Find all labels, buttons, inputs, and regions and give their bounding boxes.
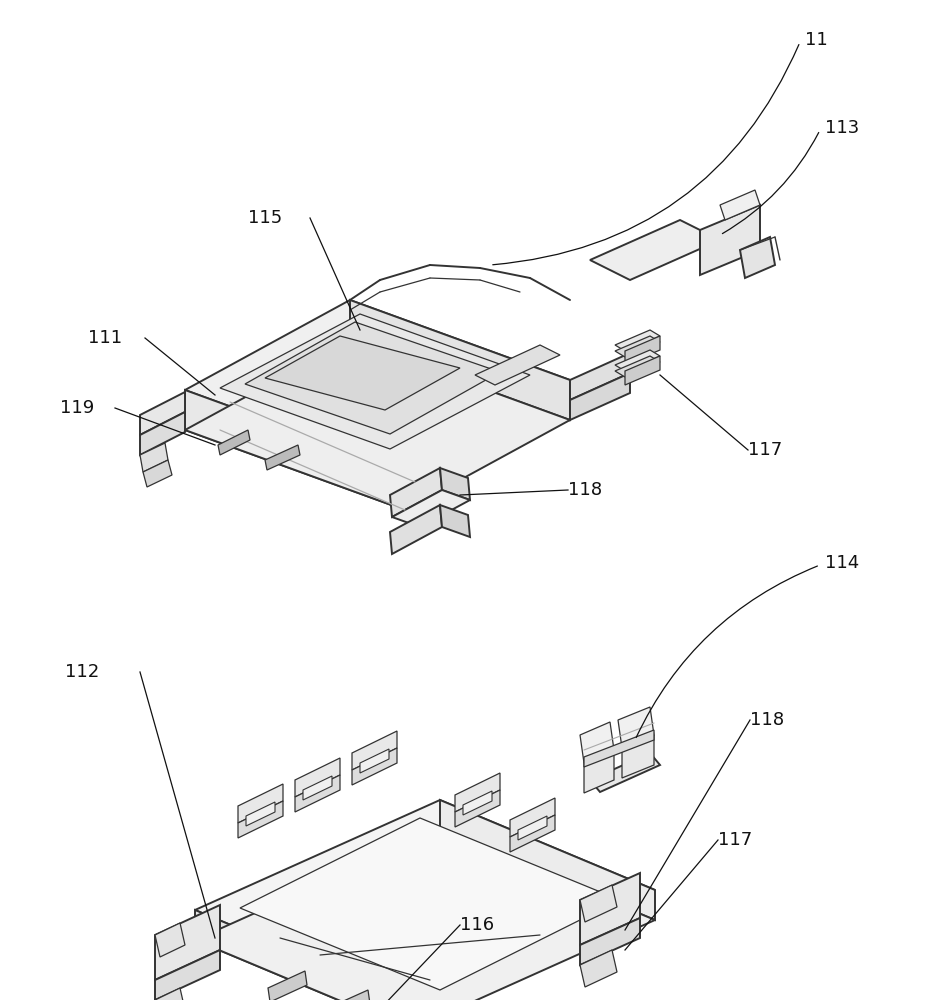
Polygon shape bbox=[240, 818, 620, 990]
Polygon shape bbox=[614, 350, 660, 371]
Polygon shape bbox=[580, 950, 616, 987]
Polygon shape bbox=[195, 910, 409, 1000]
Text: 112: 112 bbox=[65, 663, 99, 681]
Polygon shape bbox=[440, 800, 654, 920]
Polygon shape bbox=[614, 336, 660, 357]
Polygon shape bbox=[360, 749, 388, 773]
Polygon shape bbox=[155, 950, 220, 1000]
Text: 113: 113 bbox=[824, 119, 859, 137]
Text: 117: 117 bbox=[747, 441, 782, 459]
Polygon shape bbox=[155, 923, 185, 957]
Polygon shape bbox=[580, 722, 613, 763]
Polygon shape bbox=[391, 490, 469, 527]
Text: 115: 115 bbox=[248, 209, 282, 227]
Polygon shape bbox=[454, 790, 500, 827]
Polygon shape bbox=[389, 505, 442, 554]
Text: 114: 114 bbox=[824, 554, 859, 572]
Polygon shape bbox=[155, 988, 185, 1000]
Text: 117: 117 bbox=[717, 831, 751, 849]
Text: 11: 11 bbox=[804, 31, 827, 49]
Polygon shape bbox=[617, 707, 653, 748]
Polygon shape bbox=[569, 373, 629, 420]
Polygon shape bbox=[589, 220, 720, 280]
Polygon shape bbox=[454, 773, 500, 812]
Text: 118: 118 bbox=[749, 711, 783, 729]
Polygon shape bbox=[155, 905, 220, 980]
Polygon shape bbox=[303, 776, 331, 800]
Polygon shape bbox=[463, 791, 491, 815]
Polygon shape bbox=[268, 971, 307, 1000]
Text: 119: 119 bbox=[60, 399, 94, 417]
Polygon shape bbox=[580, 885, 616, 922]
Polygon shape bbox=[218, 430, 249, 455]
Polygon shape bbox=[185, 300, 569, 470]
Polygon shape bbox=[580, 873, 640, 945]
Polygon shape bbox=[569, 353, 629, 400]
Polygon shape bbox=[509, 815, 554, 852]
Polygon shape bbox=[440, 468, 469, 500]
Polygon shape bbox=[614, 356, 660, 377]
Text: 118: 118 bbox=[567, 481, 602, 499]
Polygon shape bbox=[625, 336, 660, 365]
Polygon shape bbox=[185, 340, 569, 510]
Polygon shape bbox=[625, 356, 660, 385]
Polygon shape bbox=[474, 345, 560, 385]
Polygon shape bbox=[195, 800, 654, 1000]
Polygon shape bbox=[220, 314, 529, 449]
Polygon shape bbox=[580, 918, 640, 965]
Polygon shape bbox=[238, 801, 283, 838]
Polygon shape bbox=[389, 468, 442, 517]
Polygon shape bbox=[720, 190, 759, 220]
Polygon shape bbox=[143, 460, 171, 487]
Polygon shape bbox=[518, 816, 546, 840]
Polygon shape bbox=[245, 322, 500, 434]
Polygon shape bbox=[739, 237, 774, 278]
Text: 111: 111 bbox=[88, 329, 122, 347]
Polygon shape bbox=[140, 392, 185, 435]
Polygon shape bbox=[622, 735, 653, 778]
Polygon shape bbox=[238, 784, 283, 823]
Polygon shape bbox=[295, 758, 340, 797]
Polygon shape bbox=[351, 748, 397, 785]
Polygon shape bbox=[584, 730, 653, 767]
Polygon shape bbox=[185, 390, 405, 510]
Polygon shape bbox=[140, 412, 185, 455]
Text: 116: 116 bbox=[460, 916, 493, 934]
Polygon shape bbox=[351, 731, 397, 770]
Polygon shape bbox=[265, 445, 300, 470]
Polygon shape bbox=[265, 336, 460, 410]
Polygon shape bbox=[700, 205, 759, 275]
Polygon shape bbox=[614, 330, 660, 351]
Polygon shape bbox=[584, 750, 613, 793]
Polygon shape bbox=[589, 753, 660, 792]
Polygon shape bbox=[440, 505, 469, 537]
Polygon shape bbox=[246, 802, 275, 826]
Polygon shape bbox=[327, 990, 369, 1000]
Polygon shape bbox=[295, 775, 340, 812]
Polygon shape bbox=[140, 443, 168, 472]
Polygon shape bbox=[349, 300, 569, 420]
Polygon shape bbox=[195, 830, 654, 1000]
Polygon shape bbox=[509, 798, 554, 837]
